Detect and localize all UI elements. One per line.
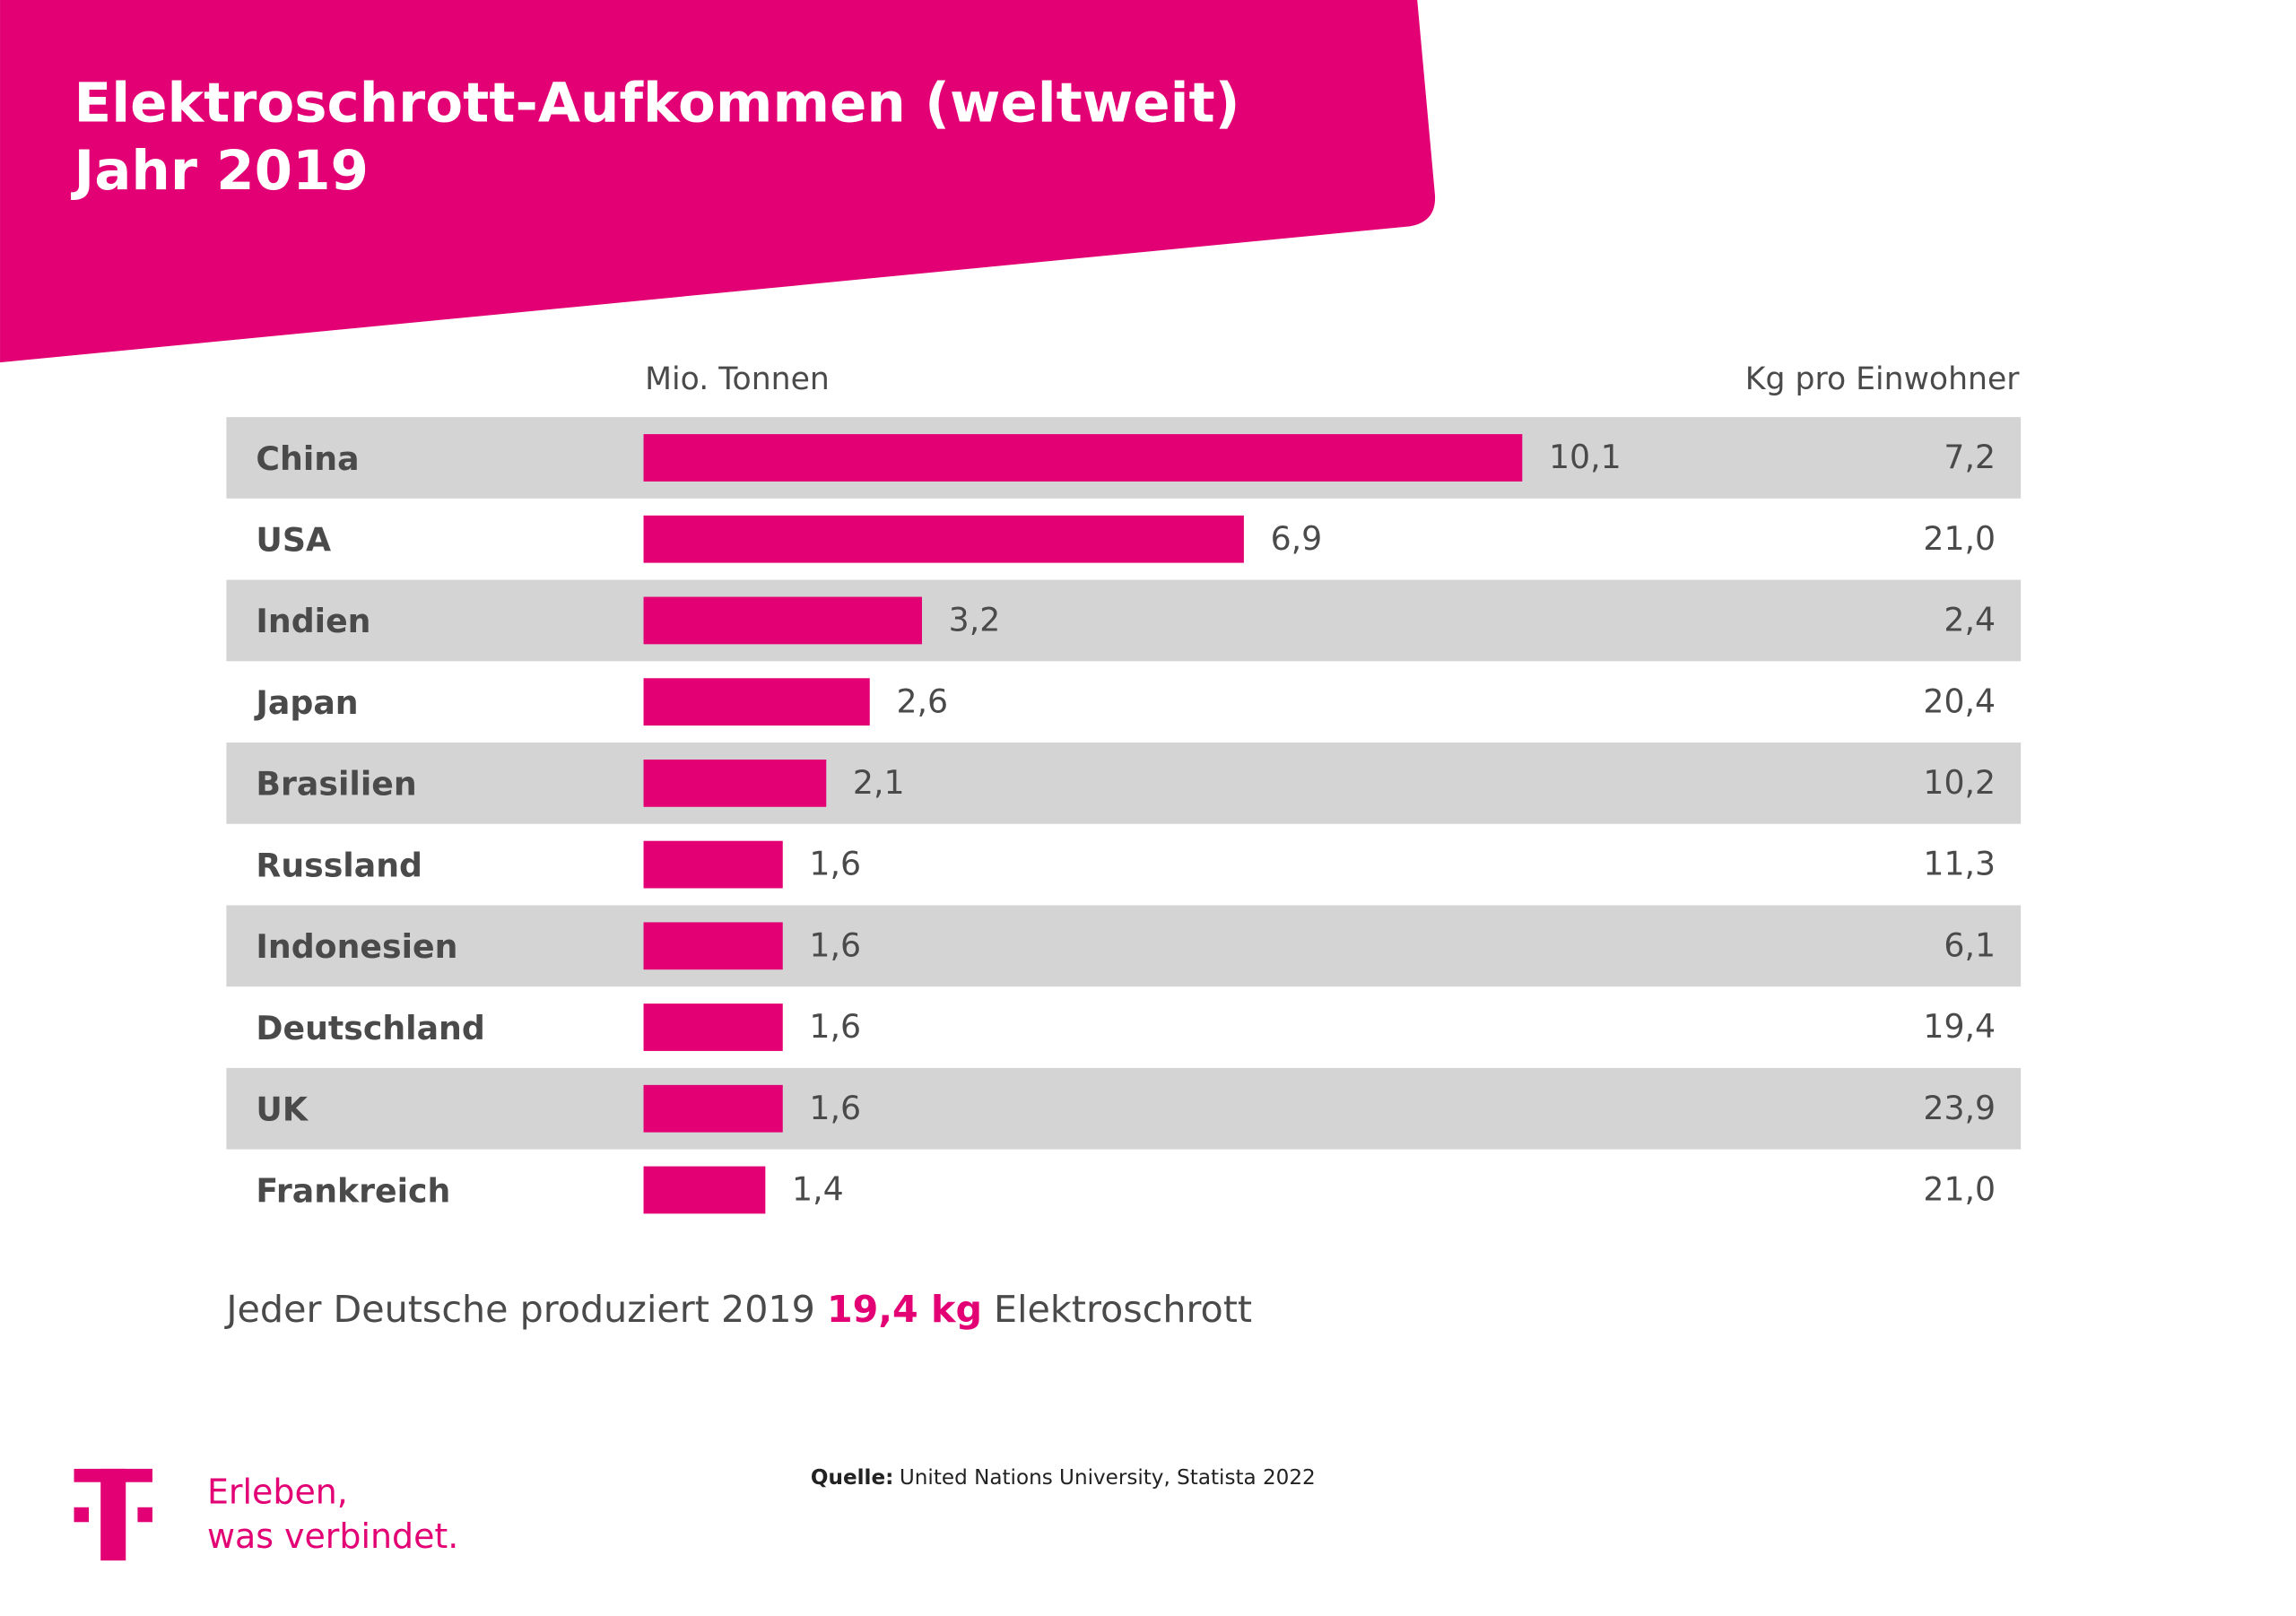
category-label: Japan (253, 683, 358, 722)
value-label: 1,6 (809, 925, 861, 964)
slogan: was verbindet. (207, 1516, 458, 1556)
per-capita-value: 2,4 (1944, 601, 1996, 639)
per-capita-value: 10,2 (1923, 763, 1996, 802)
per-capita-value: 20,4 (1923, 682, 1996, 720)
value-label: 3,2 (949, 601, 1001, 639)
column-header: Mio. Tonnen (645, 361, 830, 397)
bar (643, 678, 870, 726)
value-label: 6,9 (1271, 519, 1323, 558)
row-stripe (226, 1067, 2022, 1150)
bar (643, 840, 783, 889)
header-banner (0, 0, 1436, 363)
bar (643, 515, 1244, 563)
category-label: Russland (256, 846, 422, 884)
per-capita-value: 19,4 (1923, 1007, 1996, 1046)
summary-sentence: Jeder Deutsche produziert 2019 19,4 kg E… (223, 1288, 1252, 1331)
category-label: Frankreich (256, 1171, 450, 1210)
value-label: 1,6 (809, 845, 861, 883)
value-label: 1,6 (809, 1089, 861, 1127)
category-label: Deutschland (256, 1009, 484, 1047)
sentence-part: Elektroschrott (982, 1288, 1252, 1331)
per-capita-value: 11,3 (1923, 845, 1996, 883)
row-stripe (226, 905, 2022, 987)
bar (643, 596, 922, 645)
bar (643, 922, 783, 970)
source-label: Quelle: (811, 1465, 893, 1489)
category-label: Brasilien (256, 765, 416, 804)
bar (643, 759, 827, 807)
value-label: 2,1 (853, 763, 905, 802)
per-capita-value: 21,0 (1923, 1170, 1996, 1209)
category-label: China (256, 439, 359, 478)
value-label: 1,6 (809, 1007, 861, 1046)
sentence-part: Jeder Deutsche produziert 2019 (223, 1288, 827, 1331)
rows: China 10,1 7,2 USA 6,9 21,0 Indien 3,2 2,4 Japan 2… (226, 417, 2022, 1214)
row-stripe (226, 579, 2022, 662)
value-label: 2,6 (896, 682, 948, 720)
bar (643, 434, 1523, 482)
category-label: USA (256, 521, 331, 560)
title-line: Jahr 2019 (71, 139, 369, 203)
category-label: UK (256, 1090, 309, 1129)
sentence-highlight: 19,4 kg (827, 1288, 982, 1331)
title-line: Elektroschrott-Aufkommen (weltweit) (74, 71, 1240, 135)
logo (74, 1468, 152, 1561)
bar (643, 1166, 766, 1214)
source-text: United Nations University, Statista 2022 (900, 1465, 1316, 1489)
bar (643, 1084, 783, 1133)
per-capita-value: 7,2 (1944, 438, 1996, 476)
per-capita-value: 23,9 (1923, 1089, 1996, 1127)
bar (643, 1003, 783, 1051)
source: Quelle: United Nations University, Statis… (811, 1465, 1316, 1489)
per-capita-value: 6,1 (1944, 925, 1996, 964)
category-label: Indien (256, 602, 370, 640)
value-label: 1,4 (792, 1170, 844, 1209)
category-label: Indonesien (256, 927, 457, 966)
row-stripe (226, 743, 2022, 824)
value-label: 10,1 (1549, 438, 1622, 476)
slogan: Erleben, (207, 1472, 348, 1511)
per-capita-value: 21,0 (1923, 519, 1996, 558)
column-header: Kg pro Einwohner (1745, 361, 2020, 397)
